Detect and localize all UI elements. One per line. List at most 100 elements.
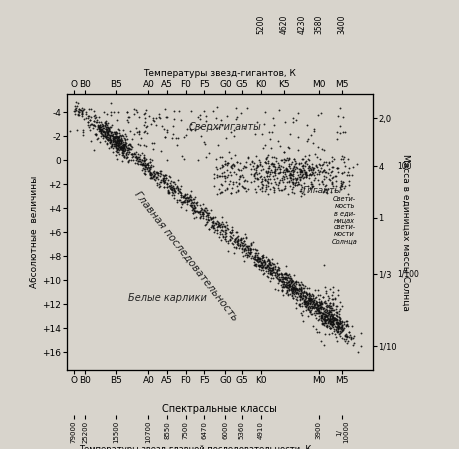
Point [101,132,108,140]
Point [320,319,327,326]
Point [99,124,106,132]
Point [272,269,279,276]
Point [323,308,330,315]
Point [119,150,126,157]
Point [246,244,253,251]
Point [280,149,287,156]
Point [106,124,114,131]
Point [225,180,233,187]
Point [302,172,309,179]
Point [299,282,307,289]
Point [238,172,245,179]
Point [123,144,131,151]
Point [105,144,112,151]
Point [292,286,300,293]
Point [188,207,195,214]
Point [121,147,128,154]
Point [257,260,265,268]
Point [242,163,249,170]
Point [72,106,79,113]
Point [322,181,329,188]
Point [266,171,273,178]
Point [253,171,260,178]
Point [320,310,328,317]
Point [249,255,256,262]
Point [90,122,97,129]
Point [106,108,114,115]
Point [106,139,113,146]
Point [274,270,282,277]
Point [244,242,251,249]
Point [169,187,177,194]
Point [265,268,273,275]
Point [134,154,141,162]
Point [250,253,257,260]
Point [245,252,252,260]
Point [250,258,257,265]
Point [246,247,253,254]
Point [323,292,330,299]
Point [113,134,120,141]
Point [329,320,336,327]
Point [296,290,303,297]
Point [342,321,349,328]
Point [300,163,308,170]
Point [277,157,285,164]
Point [335,316,342,323]
Point [327,310,334,317]
Point [218,172,225,179]
Point [137,135,144,142]
Point [269,183,276,190]
Point [329,295,336,303]
Point [109,135,116,142]
Point [339,325,346,332]
Point [298,299,305,307]
Point [282,165,290,172]
Point [271,167,278,174]
Point [313,304,320,311]
Text: 1/100: 1/100 [396,270,418,279]
Point [335,311,342,318]
Point [258,163,265,170]
Point [233,233,240,241]
Point [247,239,254,247]
Point [326,304,334,312]
Point [107,111,115,119]
Point [300,185,307,192]
Point [164,190,172,197]
Point [178,198,185,206]
Point [97,128,105,135]
Point [264,178,272,185]
Point [300,300,308,307]
Point [308,310,315,317]
Point [106,131,113,138]
Point [102,133,110,140]
Point [221,233,229,240]
Point [115,140,123,147]
Point [342,321,350,329]
Point [171,181,179,188]
Point [111,136,118,144]
Point [336,129,343,136]
Point [87,121,94,128]
Point [341,338,348,345]
Point [220,223,228,230]
Point [218,219,225,226]
Point [212,163,219,171]
Point [317,317,324,324]
Point [333,313,340,320]
Point [287,285,295,292]
Point [119,126,127,133]
Point [156,114,163,121]
Point [267,274,274,281]
Point [213,174,220,181]
Point [71,102,78,110]
Point [315,295,322,303]
Point [299,295,307,302]
Point [274,275,281,282]
Point [287,188,295,195]
Point [238,242,245,249]
Point [121,139,128,146]
Point [159,175,167,182]
Point [190,207,197,214]
